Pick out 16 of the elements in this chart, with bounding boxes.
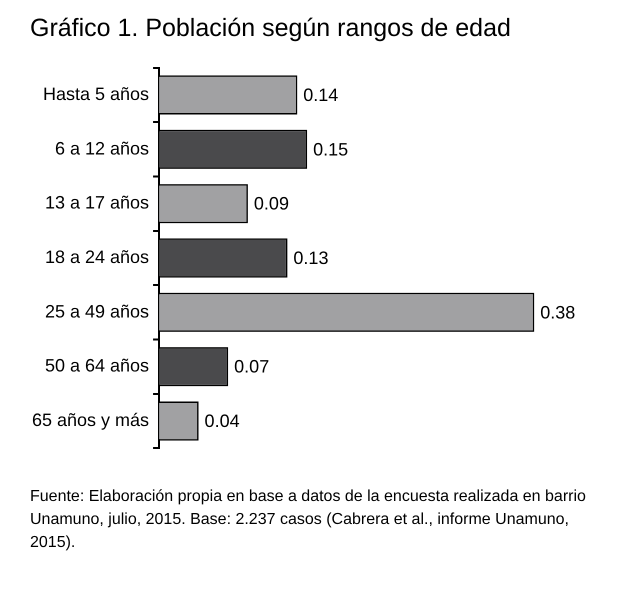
data-label: 0.07 [234,356,270,377]
data-label: 0.38 [540,302,576,322]
data-label: 0.04 [204,410,240,431]
y-tick-label: 65 años y más [32,410,150,430]
source-note: Fuente: Elaboración propia en base a datos de la encuesta realizada en barrio Unamuno, julio, 2015. Base: 2.237 casos (Cabrera et al., informe Unamuno, 2015). [30,487,587,553]
y-tick-label: 50 a 64 años [44,356,150,376]
data-label: 0.09 [254,194,289,214]
data-label: 0.14 [303,84,338,105]
chart-title: Gráfico 1. Población según rangos de edad [30,14,512,43]
y-tick-label: 18 a 24 años [44,246,150,267]
data-label: 0.13 [293,248,328,268]
y-tick-label: 13 a 17 años [44,192,150,213]
y-tick-label: 25 a 49 años [44,301,150,322]
y-tick-label: Hasta 5 años [42,84,150,104]
y-tick-label: 6 a 12 años [54,138,150,158]
data-label: 0.15 [313,139,348,160]
